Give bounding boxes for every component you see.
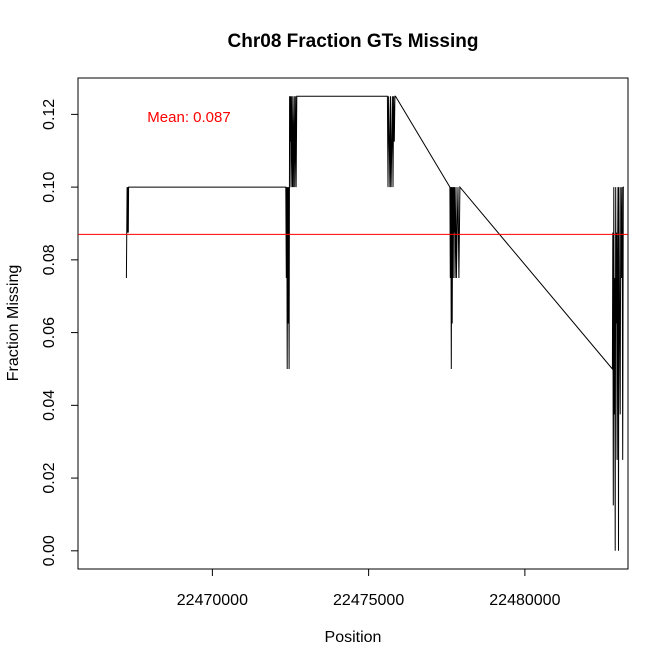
y-tick-label: 0.04 — [41, 390, 58, 421]
chart-title: Chr08 Fraction GTs Missing — [228, 31, 479, 52]
y-tick-label: 0.02 — [41, 462, 58, 493]
y-tick-label: 0.06 — [41, 317, 58, 348]
x-tick-label: 22470000 — [177, 592, 248, 609]
y-axis-label: Fraction Missing — [5, 265, 22, 381]
series-layer — [125, 95, 624, 551]
data-series-line — [125, 95, 624, 551]
y-tick-label: 0.00 — [41, 535, 58, 566]
x-tick-label: 22475000 — [333, 592, 404, 609]
mean-label: Mean: 0.087 — [147, 109, 230, 126]
y-axis: 0.00 0.02 0.04 0.06 0.08 0.10 0.12 — [41, 99, 79, 566]
mean-layer: Mean: 0.087 — [78, 109, 628, 235]
x-axis-label: Position — [325, 629, 382, 646]
x-axis: 22470000 22475000 22480000 — [177, 568, 561, 609]
x-tick-label: 22480000 — [489, 592, 560, 609]
y-tick-label: 0.08 — [41, 244, 58, 275]
y-tick-label: 0.12 — [41, 99, 58, 130]
y-tick-label: 0.10 — [41, 171, 58, 202]
